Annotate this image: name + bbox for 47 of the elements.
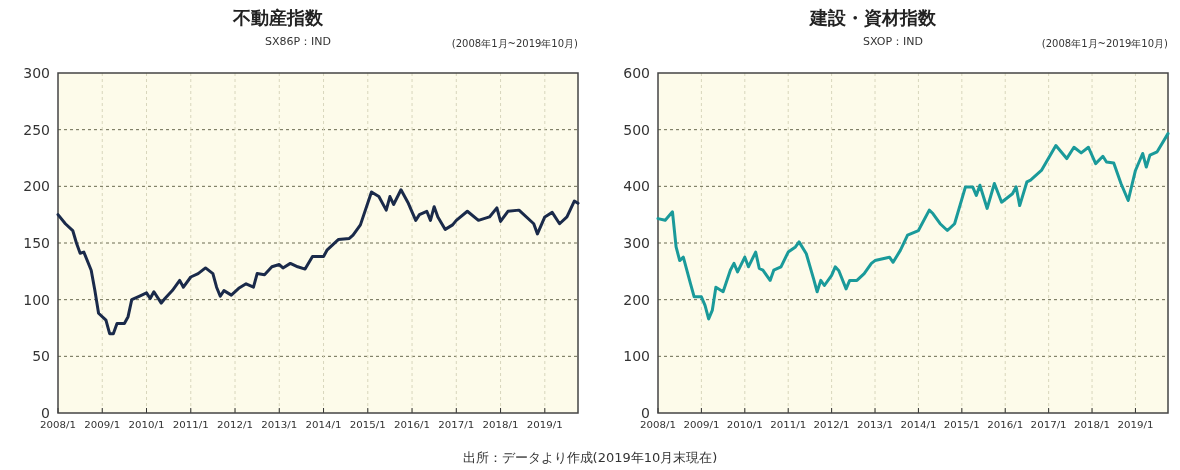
x-tick-label: 2019/1 <box>526 419 563 430</box>
chart-title: 建設・資材指数 <box>808 7 937 28</box>
y-tick-label: 0 <box>641 405 650 421</box>
x-tick-label: 2008/1 <box>640 419 676 430</box>
chart-title: 不動産指数 <box>232 7 324 28</box>
y-tick-label: 100 <box>623 348 650 365</box>
text: (2008年1月~2019年10月) <box>1041 38 1169 49</box>
y-tick-label: 0 <box>41 405 50 421</box>
x-tick-label: 2013/1 <box>857 419 894 430</box>
x-tick-label: 2009/1 <box>84 419 121 430</box>
y-tick-label: 300 <box>623 235 650 251</box>
x-tick-label: 2009/1 <box>683 419 720 430</box>
y-tick-label: 200 <box>23 178 50 195</box>
x-tick-label: 2015/1 <box>943 419 980 430</box>
x-tick-label: 2017/1 <box>438 419 475 430</box>
x-tick-label: 2011/1 <box>172 419 209 430</box>
chart-subtitle: SX86P：IND <box>264 35 332 48</box>
line-series <box>656 132 1170 321</box>
x-tick-label: 2018/1 <box>1074 419 1111 430</box>
x-tick-label: 2008/1 <box>40 419 76 430</box>
chart-subtitle: SXOP：IND <box>862 35 924 48</box>
y-tick-label: 400 <box>623 178 650 195</box>
x-tick-label: 2010/1 <box>128 419 165 430</box>
y-tick-label: 200 <box>623 291 650 308</box>
x-tick-label: 2011/1 <box>770 419 807 430</box>
x-tick-label: 2014/1 <box>305 419 342 430</box>
y-tick-label: 50 <box>32 348 50 365</box>
x-tick-label: 2014/1 <box>900 419 937 430</box>
x-tick-label: 2016/1 <box>987 419 1024 430</box>
x-tick-label: 2012/1 <box>813 419 850 430</box>
text: (2008年1月~2019年10月) <box>451 38 579 49</box>
x-tick-label: 2017/1 <box>1030 419 1067 430</box>
x-tick-label: 2010/1 <box>726 419 763 430</box>
text: 出所：データより作成(2019年10月末現在) <box>462 450 718 465</box>
y-tick-label: 100 <box>23 291 50 308</box>
x-tick-label: 2012/1 <box>217 419 254 430</box>
line-series <box>56 188 580 336</box>
y-tick-label: 250 <box>23 121 50 138</box>
x-tick-label: 2013/1 <box>261 419 298 430</box>
x-tick-label: 2015/1 <box>349 419 386 430</box>
y-tick-label: 300 <box>23 65 50 81</box>
x-tick-label: 2019/1 <box>1117 419 1154 430</box>
x-tick-label: 2016/1 <box>394 419 431 430</box>
y-tick-label: 600 <box>623 65 650 81</box>
x-tick-label: 2018/1 <box>482 419 519 430</box>
y-tick-label: 150 <box>23 235 50 251</box>
y-tick-label: 500 <box>623 121 650 138</box>
